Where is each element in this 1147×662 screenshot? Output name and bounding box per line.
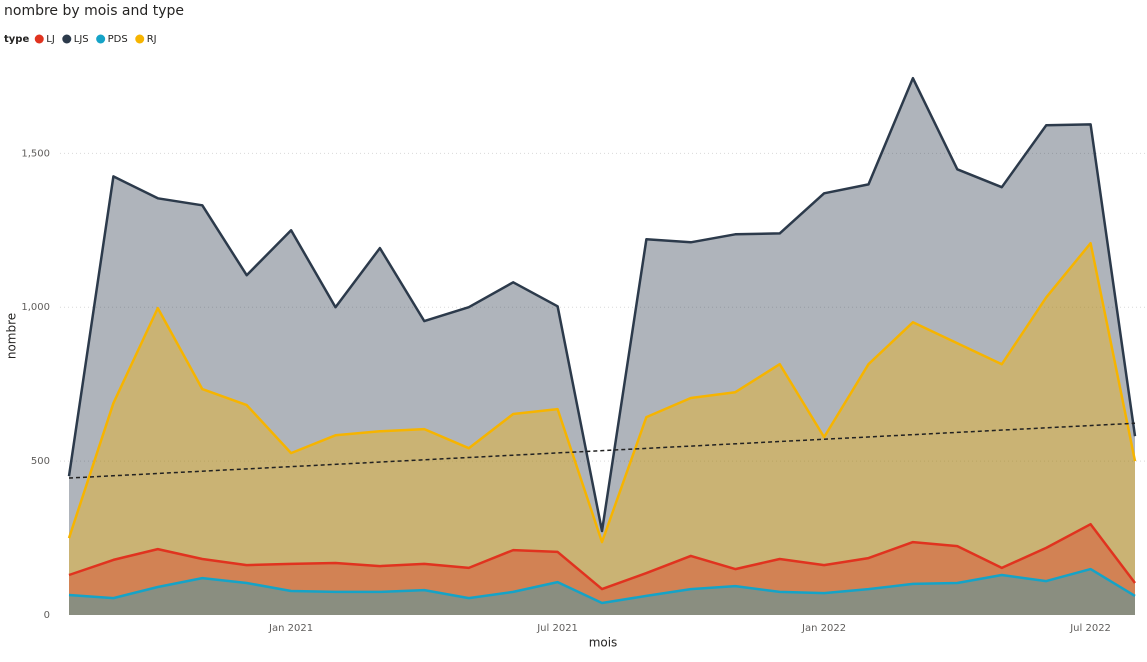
legend-label: LJS	[74, 34, 89, 45]
area	[69, 78, 1135, 615]
legend-marker	[62, 34, 72, 44]
legend-title: type	[4, 34, 29, 45]
legend-marker	[96, 34, 106, 44]
chart-title: nombre by mois and type	[4, 3, 184, 19]
line	[68, 522, 1136, 591]
x-tick-label: Jul 2021	[536, 623, 578, 634]
legend-marker	[135, 34, 145, 44]
y-tick-label: 1,000	[21, 302, 50, 313]
legend-label: RJ	[147, 34, 157, 45]
area	[69, 243, 1135, 615]
y-tick-label: 1,500	[21, 148, 50, 159]
area	[69, 569, 1135, 615]
legend-label: PDS	[108, 34, 128, 45]
y-tick-label: 0	[44, 610, 50, 621]
legend-label: LJ	[46, 34, 55, 45]
y-axis-label: nombre	[5, 313, 19, 359]
line	[67, 241, 1137, 544]
legend-marker	[34, 34, 44, 44]
line	[67, 76, 1137, 533]
y-tick-label: 500	[31, 456, 50, 467]
line	[68, 567, 1136, 605]
trend-line	[68, 422, 1136, 479]
x-axis-label: mois	[589, 636, 618, 650]
x-tick-label: Jan 2021	[268, 623, 313, 634]
x-tick-label: Jan 2022	[801, 623, 846, 634]
x-tick-label: Jul 2022	[1069, 623, 1111, 634]
